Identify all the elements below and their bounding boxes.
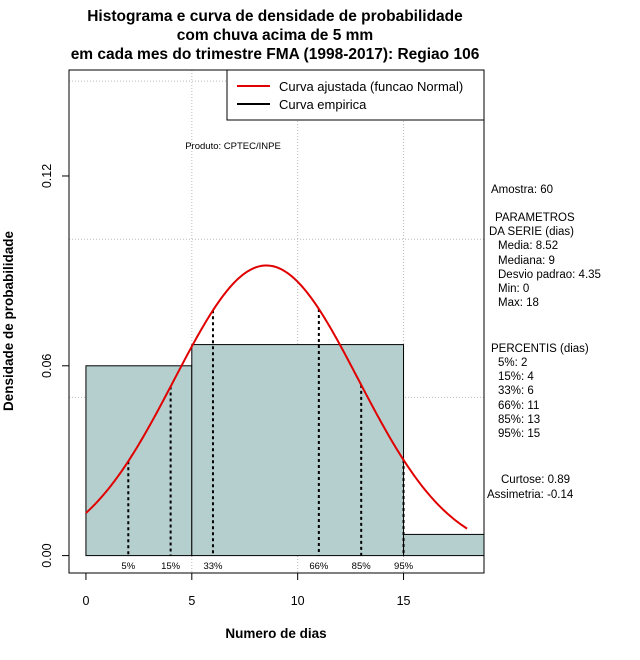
x-tick-label-3: 15 [397, 594, 411, 608]
percentile-label-0: 5% [121, 561, 135, 572]
stat-max: Max: 18 [498, 297, 539, 309]
stat-assimetria: Assimetria: -0.14 [487, 489, 574, 501]
legend: Curva ajustada (funcao Normal) Curva emp… [226, 69, 485, 121]
chart-title-line-3: em cada mes do trimestre FMA (1998-2017)… [71, 46, 480, 63]
x-tick-label-0: 0 [82, 594, 89, 608]
legend-label-normal: Curva ajustada (funcao Normal) [279, 79, 463, 94]
axes: 0 5 10 15 0.00 0.06 0.12 [40, 164, 411, 608]
legend-label-empirical: Curva empirica [279, 97, 367, 112]
producer-note: Produto: CPTEC/INPE [185, 141, 281, 152]
y-tick-label-2: 0.12 [40, 164, 54, 188]
histogram-bar-1 [191, 344, 405, 557]
normal-curve-group [85, 264, 468, 530]
stat-mediana: Mediana: 9 [498, 255, 555, 267]
legend-box [226, 69, 485, 121]
histogram-bar-2 [403, 533, 485, 557]
y-tick-label-1: 0.06 [40, 354, 54, 378]
percentile-label-1: 15% [161, 561, 181, 572]
stat-p66: 66%: 11 [498, 400, 539, 412]
normal-curve [85, 264, 468, 530]
stat-p5: 5%: 2 [498, 357, 527, 369]
histogram-bar-0 [85, 365, 193, 557]
stat-min: Min: 0 [498, 283, 529, 295]
stat-percentis-title: PERCENTIS (dias) [491, 343, 589, 355]
stat-param-title-1: PARAMETROS [495, 212, 575, 224]
chart-title-line-2: com chuva acima de 5 mm [177, 27, 373, 44]
percentile-label-4: 85% [352, 561, 372, 572]
chart-title-line-1: Histograma e curva de densidade de proba… [87, 8, 463, 25]
y-tick-label-0: 0.00 [40, 543, 54, 567]
stat-p33: 33%: 6 [498, 385, 534, 397]
stat-param-title-2: DA SERIE (dias) [489, 226, 574, 238]
stat-amostra: Amostra: 60 [491, 184, 553, 196]
stat-p95: 95%: 15 [498, 428, 540, 440]
stat-media: Media: 8.52 [498, 240, 558, 252]
x-tick-label-2: 10 [291, 594, 305, 608]
stat-curtose: Curtose: 0.89 [501, 474, 570, 486]
stat-desvio: Desvio padrao: 4.35 [498, 269, 601, 281]
percentile-label-2: 33% [203, 561, 223, 572]
y-axis-label: Densidade de probabilidade [1, 230, 16, 411]
stat-p85: 85%: 13 [498, 414, 540, 426]
percentile-markers: 5% 15% 33% 66% 85% 95% [121, 308, 414, 572]
percentile-label-5: 95% [394, 561, 414, 572]
percentile-label-3: 66% [309, 561, 329, 572]
statistics-panel: Amostra: 60 PARAMETROS DA SERIE (dias) M… [487, 184, 601, 501]
x-axis-label: Numero de dias [225, 626, 326, 641]
stat-p15: 15%: 4 [498, 371, 534, 383]
x-tick-label-1: 5 [188, 594, 195, 608]
histogram-bars [85, 344, 485, 557]
